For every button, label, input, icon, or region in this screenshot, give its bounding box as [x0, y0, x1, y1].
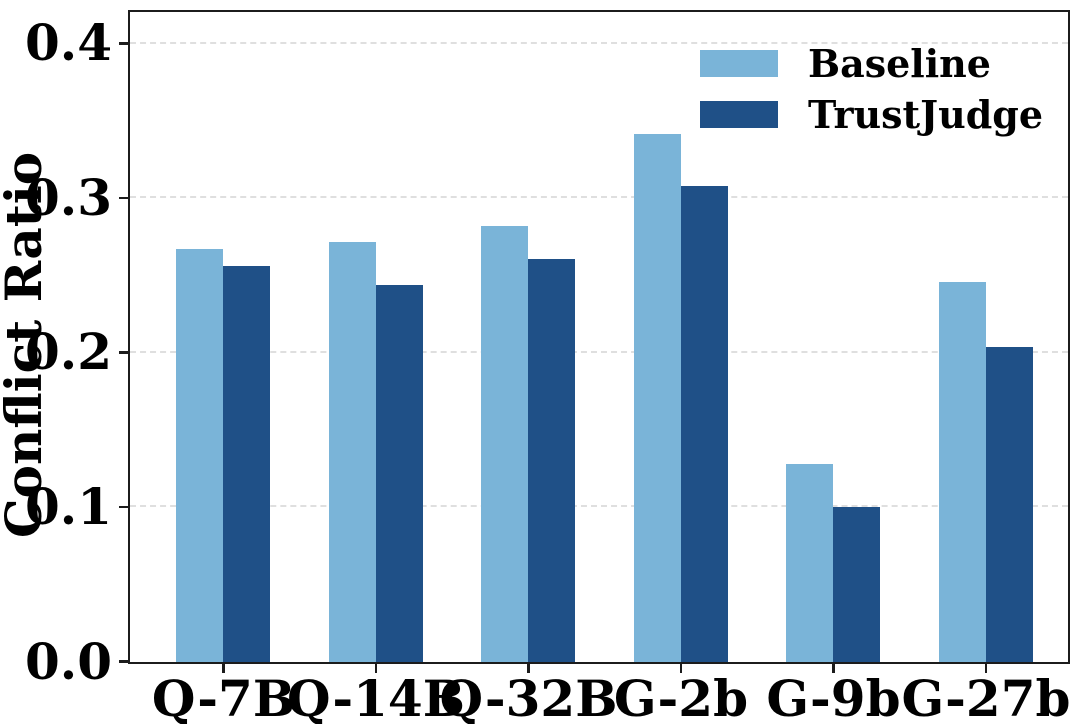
bar-baseline-q-14b [328, 241, 376, 662]
bar-trustjudge-g-9b [833, 507, 880, 662]
x-tick-label-g-2b: G-2b [613, 669, 749, 724]
gridline-0-2 [130, 350, 1068, 353]
bar-trustjudge-q-32b [528, 258, 575, 662]
x-tick-label-q-32b: Q-32B [439, 669, 618, 724]
y-tick-mark-0-3 [119, 196, 130, 200]
legend-swatch-trustjudge [700, 101, 778, 129]
y-tick-label-0-0: 0.0 [25, 631, 112, 691]
x-tick-mark-g-27b [984, 664, 988, 673]
x-tick-mark-g-2b [679, 664, 683, 673]
bar-baseline-g-27b [938, 281, 986, 662]
y-tick-mark-0-4 [119, 42, 130, 45]
bar-baseline-g-9b [786, 464, 833, 662]
legend-label-trustjudge: TrustJudge [808, 91, 1044, 137]
bar-baseline-q-32b [481, 226, 528, 662]
y-tick-mark-0-0 [119, 660, 130, 663]
x-tick-mark-g-9b [832, 664, 835, 673]
bar-baseline-g-2b [633, 133, 681, 662]
gridline-0-1 [130, 505, 1068, 508]
x-tick-mark-q-14b [374, 664, 378, 673]
legend-swatch-baseline [700, 50, 778, 78]
plot-area: Baseline TrustJudge [128, 10, 1070, 664]
x-tick-mark-q-7b [222, 664, 225, 673]
x-tick-label-g-27b: G-27b [901, 669, 1071, 724]
bar-trustjudge-g-2b [680, 186, 728, 662]
y-tick-mark-0-2 [119, 351, 130, 354]
bar-trustjudge-q-14b [375, 284, 423, 662]
y-tick-mark-0-1 [119, 505, 130, 509]
y-tick-label-0-2: 0.2 [25, 322, 112, 382]
x-tick-label-q-7b: Q-7B [151, 669, 296, 724]
legend-label-baseline: Baseline [808, 41, 991, 86]
bar-trustjudge-q-7b [223, 266, 270, 662]
x-tick-label-g-9b: G-9b [766, 669, 901, 724]
y-tick-label-0-4: 0.4 [25, 13, 112, 73]
legend-item-trustjudge: TrustJudge [700, 91, 1044, 137]
x-tick-label-q-14b: Q-14B [287, 669, 465, 724]
gridline-0-4 [130, 41, 1068, 44]
legend-item-baseline: Baseline [700, 42, 1043, 86]
y-tick-label-0-1: 0.1 [25, 476, 112, 536]
bar-baseline-q-7b [176, 249, 223, 662]
bar-trustjudge-g-27b [985, 346, 1033, 662]
gridline-0-3 [130, 196, 1068, 199]
y-tick-label-0-3: 0.3 [25, 167, 112, 227]
legend: Baseline TrustJudge [700, 42, 1043, 136]
x-tick-mark-q-32b [527, 664, 530, 673]
